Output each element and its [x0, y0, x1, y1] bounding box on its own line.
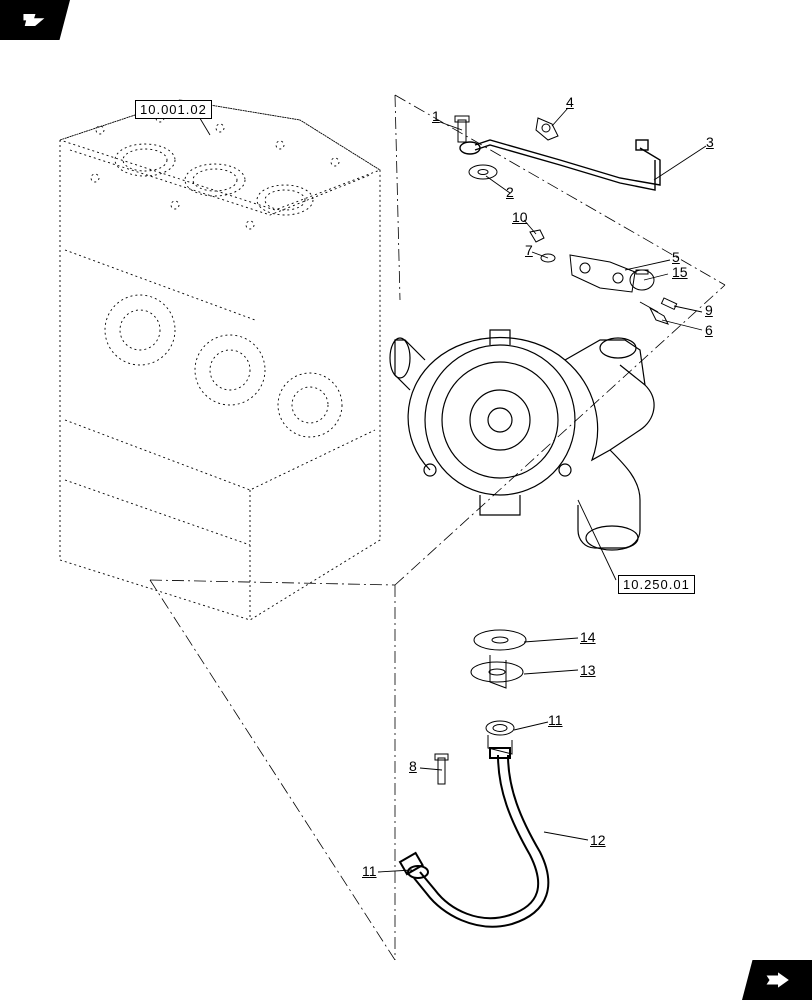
callout-1: 1 [432, 108, 440, 124]
ref-turbo: 10.250.01 [618, 575, 695, 594]
callout-10: 10 [512, 209, 528, 225]
turbocharger [390, 330, 654, 550]
assembly-lines [150, 95, 725, 960]
callout-11b: 11 [362, 863, 377, 879]
fitting-4 [536, 118, 558, 140]
leader-lines [195, 108, 706, 872]
drain-gaskets [471, 630, 526, 688]
callout-8: 8 [409, 758, 417, 774]
callout-6: 6 [705, 322, 713, 338]
callout-2: 2 [506, 184, 514, 200]
drain-hose [400, 748, 548, 927]
callout-4: 4 [566, 94, 574, 110]
engine-block [60, 100, 380, 620]
callout-7: 7 [525, 242, 533, 258]
banjo-bolt-gasket [455, 116, 497, 179]
callout-5: 5 [672, 249, 680, 265]
callout-13: 13 [580, 662, 596, 678]
ref-engine-block: 10.001.02 [135, 100, 212, 119]
callout-11a: 11 [548, 712, 563, 728]
callout-12: 12 [590, 832, 606, 848]
oil-feed-pipe [460, 140, 660, 190]
callout-9: 9 [705, 302, 713, 318]
callout-15: 15 [672, 264, 688, 280]
callout-14: 14 [580, 629, 596, 645]
callout-3: 3 [706, 134, 714, 150]
bolt-8 [435, 754, 448, 784]
parts-diagram [0, 0, 812, 1000]
